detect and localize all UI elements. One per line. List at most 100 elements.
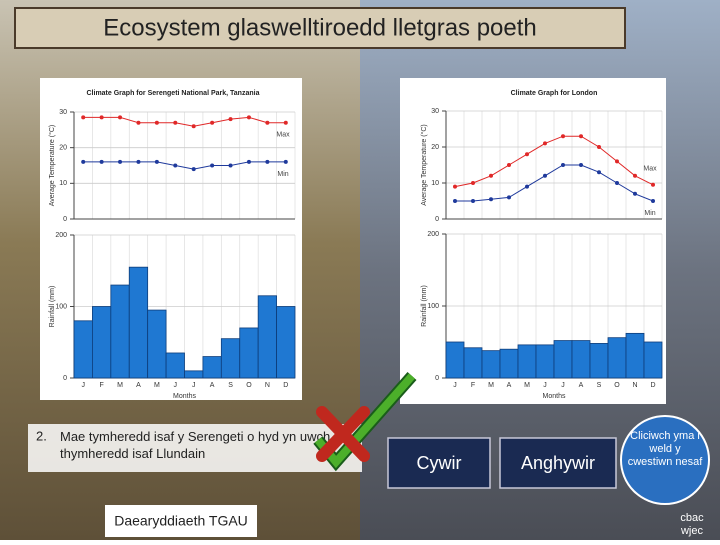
slide-title: Ecosystem glaswelltiroedd lletgras poeth <box>103 14 537 41</box>
bar <box>276 306 296 379</box>
series-line <box>83 116 286 127</box>
x-tick-label: N <box>265 382 270 389</box>
incorrect-button[interactable] <box>499 437 617 489</box>
series-label: Min <box>277 171 288 178</box>
series-marker <box>191 124 196 129</box>
y-tick-label: 10 <box>431 180 439 187</box>
y-axis-label: Average Temperature (°C) <box>420 124 428 206</box>
series-marker <box>489 197 493 202</box>
correct-label: Cywir <box>417 453 462 473</box>
y-tick-label: 200 <box>427 231 439 238</box>
y-tick-label: 100 <box>427 303 439 310</box>
series-marker <box>471 199 475 203</box>
series-marker <box>154 159 159 164</box>
y-axis-label: Rainfall (mm) <box>49 286 56 328</box>
x-tick-label: M <box>117 382 123 389</box>
series-marker <box>633 191 637 196</box>
series-line <box>454 135 654 188</box>
chart-title: Climate Graph for Serengeti National Par… <box>87 90 260 97</box>
x-tick-label: J <box>561 382 565 389</box>
y-tick-label: 0 <box>435 216 439 223</box>
bar <box>625 332 645 379</box>
series-marker <box>246 159 251 164</box>
x-tick-label: F <box>99 382 103 389</box>
bar <box>165 352 185 379</box>
bar <box>220 338 241 379</box>
series-marker <box>173 120 178 125</box>
series-label: Max <box>276 132 290 139</box>
bar <box>73 320 93 379</box>
bar <box>239 327 259 379</box>
series-marker <box>489 173 493 178</box>
series-marker <box>99 115 104 120</box>
incorrect-label: Anghywir <box>521 453 595 473</box>
x-tick-label: D <box>283 382 288 389</box>
x-tick-label: J <box>453 382 457 389</box>
footer-box <box>105 505 257 537</box>
x-axis-label: Months <box>173 393 196 400</box>
question-text-wrap: Mae tymheredd isaf y Serengeti o hyd yn … <box>60 429 348 461</box>
chart-title: Climate Graph for London <box>511 90 598 97</box>
series-marker <box>597 170 601 175</box>
next-button[interactable] <box>620 415 710 505</box>
bar <box>607 337 627 379</box>
bar <box>110 284 130 379</box>
bar <box>445 341 465 379</box>
series-marker <box>118 115 123 120</box>
series-marker <box>453 184 457 189</box>
bar <box>463 347 483 379</box>
series-marker <box>228 117 233 122</box>
series-marker <box>525 184 529 189</box>
bar <box>589 343 609 379</box>
series-marker <box>471 181 475 185</box>
series-marker <box>615 159 619 164</box>
question-box <box>28 424 362 472</box>
series-marker <box>99 159 104 164</box>
series-marker <box>173 163 178 168</box>
series-marker <box>543 141 547 146</box>
x-tick-label: J <box>192 382 196 389</box>
series-marker <box>228 163 233 168</box>
series-marker <box>136 159 141 164</box>
check-cross-icon <box>313 372 417 472</box>
x-tick-label: D <box>650 382 655 389</box>
y-tick-label: 0 <box>63 375 67 382</box>
x-tick-label: F <box>471 382 475 389</box>
x-tick-label: A <box>210 382 215 389</box>
x-tick-label: M <box>524 382 530 389</box>
question-number: 2. <box>36 428 47 443</box>
series-marker <box>81 159 86 164</box>
y-tick-label: 200 <box>55 232 67 239</box>
x-tick-label: J <box>81 382 85 389</box>
y-tick-label: 100 <box>55 303 67 310</box>
series-marker <box>615 181 619 185</box>
series-marker <box>525 152 529 157</box>
series-marker <box>651 182 655 187</box>
x-tick-label: N <box>632 382 637 389</box>
series-marker <box>633 173 637 178</box>
y-tick-label: 30 <box>431 108 439 115</box>
correct-button[interactable] <box>387 437 491 489</box>
bar <box>184 370 204 379</box>
x-tick-label: S <box>228 382 233 389</box>
series-marker <box>543 173 547 178</box>
x-tick-label: A <box>579 382 584 389</box>
series-marker <box>561 134 565 139</box>
series-line <box>455 164 654 202</box>
y-tick-label: 0 <box>435 375 439 382</box>
logo-top: cbac <box>680 512 704 524</box>
bar <box>481 350 501 379</box>
logo-bottom: wjec <box>680 525 704 537</box>
x-tick-label: J <box>174 382 178 389</box>
series-marker <box>597 145 601 149</box>
bar <box>643 341 663 379</box>
series-marker <box>246 115 251 120</box>
series-marker <box>507 195 511 200</box>
series-marker <box>154 120 159 125</box>
x-tick-label: O <box>246 382 252 389</box>
series-marker <box>118 159 123 164</box>
series-marker <box>561 163 565 167</box>
y-axis-label: Average Temperature (°C) <box>48 125 56 207</box>
bar <box>535 344 555 379</box>
title-box <box>14 7 626 49</box>
